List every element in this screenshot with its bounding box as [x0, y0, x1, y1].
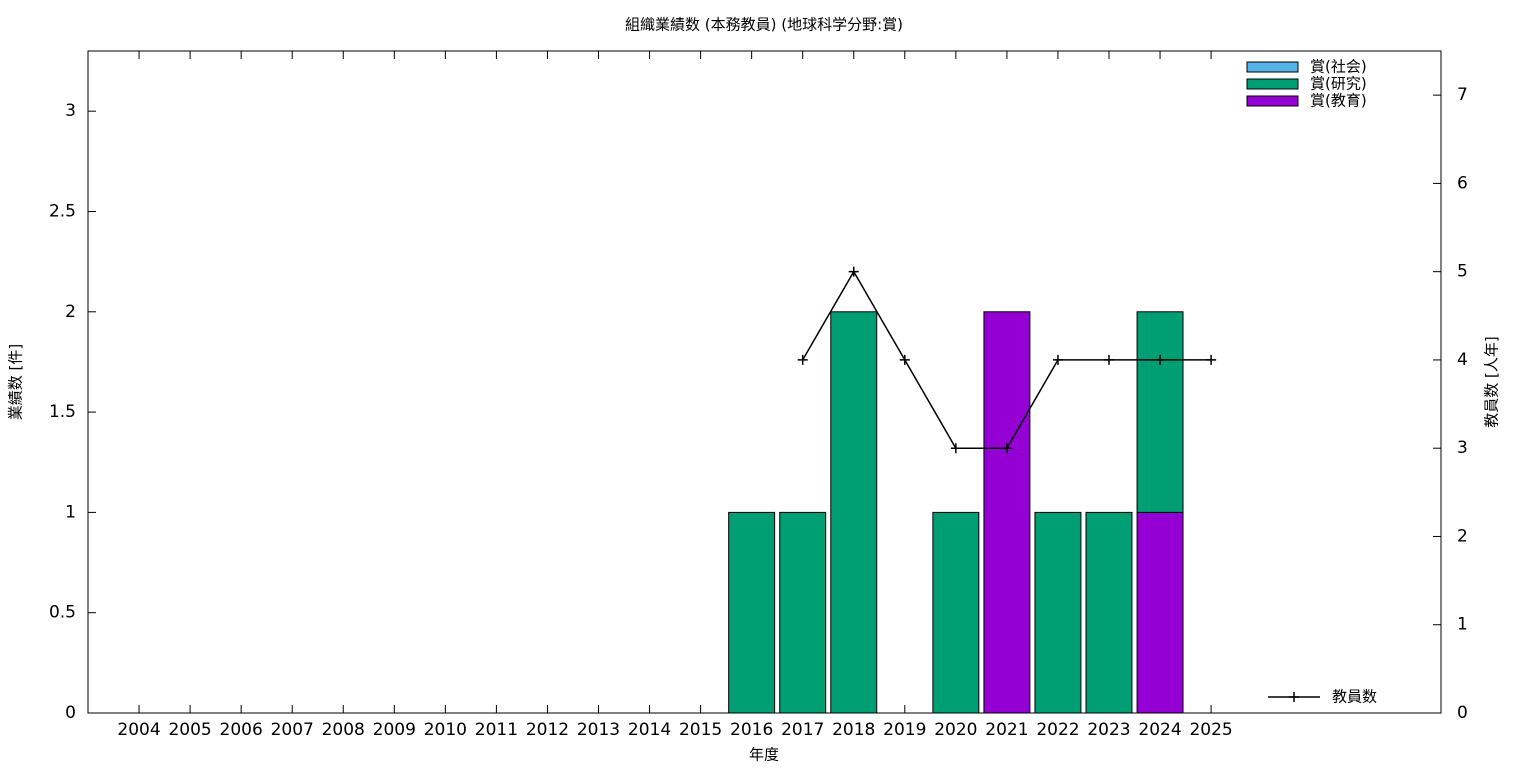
line-marker [1206, 354, 1217, 365]
x-tick-label: 2022 [1036, 720, 1079, 740]
legend-swatch [1246, 95, 1299, 107]
x-tick-label: 2020 [934, 720, 977, 740]
bar-segment [1085, 511, 1133, 714]
x-tick-label: 2006 [220, 720, 263, 740]
line-marker [848, 266, 859, 277]
y2-tick-label: 3 [1457, 438, 1468, 458]
bar-segment [932, 511, 980, 714]
y2-tick-label: 4 [1457, 350, 1468, 370]
bar-segment [983, 311, 1031, 714]
y2-tick-label: 7 [1457, 85, 1468, 105]
x-tick-label: 2014 [628, 720, 671, 740]
x-tick-label: 2005 [168, 720, 211, 740]
y2-tick-label: 5 [1457, 262, 1468, 282]
y-tick-label: 0.5 [49, 603, 76, 623]
bar-segment [1034, 511, 1082, 714]
x-tick-label: 2017 [781, 720, 824, 740]
legend-label: 賞(社会) [1310, 58, 1367, 76]
y2-tick-label: 1 [1457, 615, 1468, 635]
y-tick-label: 0 [65, 703, 76, 723]
bar-segment [728, 511, 776, 714]
y2-tick-label: 2 [1457, 526, 1468, 546]
bar-segment [779, 511, 827, 714]
x-tick-label: 2008 [322, 720, 365, 740]
legend-swatch [1246, 61, 1299, 73]
y2-tick-label: 6 [1457, 173, 1468, 193]
bar-segment [1136, 311, 1184, 513]
legend-label: 賞(研究) [1310, 75, 1367, 93]
y-axis-label: 業績数 [件] [7, 344, 25, 420]
y-tick-label: 2 [65, 302, 76, 322]
x-tick-label: 2024 [1138, 720, 1181, 740]
x-tick-label: 2004 [117, 720, 160, 740]
x-tick-label: 2019 [883, 720, 926, 740]
line-marker [1155, 354, 1166, 365]
x-tick-label: 2021 [985, 720, 1028, 740]
legend-swatch [1246, 78, 1299, 90]
line-marker [1001, 443, 1012, 454]
y-tick-label: 1 [65, 502, 76, 522]
legend-marker [1289, 692, 1299, 702]
line-marker [797, 354, 808, 365]
x-tick-label: 2013 [577, 720, 620, 740]
bar-segment [1136, 511, 1184, 714]
legend-label: 教員数 [1332, 688, 1377, 706]
x-tick-label: 2009 [373, 720, 416, 740]
x-tick-label: 2025 [1189, 720, 1232, 740]
x-tick-label: 2018 [832, 720, 875, 740]
x-axis-label: 年度 [749, 746, 779, 764]
chart-title: 組織業績数 (本務教員) (地球科学分野:賞) [625, 16, 903, 34]
y2-axis-label: 教員数 [人年] [1483, 336, 1501, 427]
x-tick-label: 2015 [679, 720, 722, 740]
y-tick-label: 2.5 [49, 201, 76, 221]
line-marker [899, 354, 910, 365]
x-tick-label: 2011 [475, 720, 518, 740]
line-marker [950, 443, 961, 454]
y-tick-label: 3 [65, 101, 76, 121]
x-tick-label: 2010 [424, 720, 467, 740]
x-tick-label: 2007 [271, 720, 314, 740]
x-tick-label: 2012 [526, 720, 569, 740]
x-tick-label: 2023 [1087, 720, 1130, 740]
line-marker [1104, 354, 1114, 365]
line-marker [1052, 354, 1063, 365]
x-tick-label: 2016 [730, 720, 773, 740]
y2-tick-label: 0 [1457, 703, 1468, 723]
legend-label: 賞(教育) [1310, 92, 1367, 110]
bar-segment [830, 311, 878, 714]
y-tick-label: 1.5 [49, 402, 76, 422]
